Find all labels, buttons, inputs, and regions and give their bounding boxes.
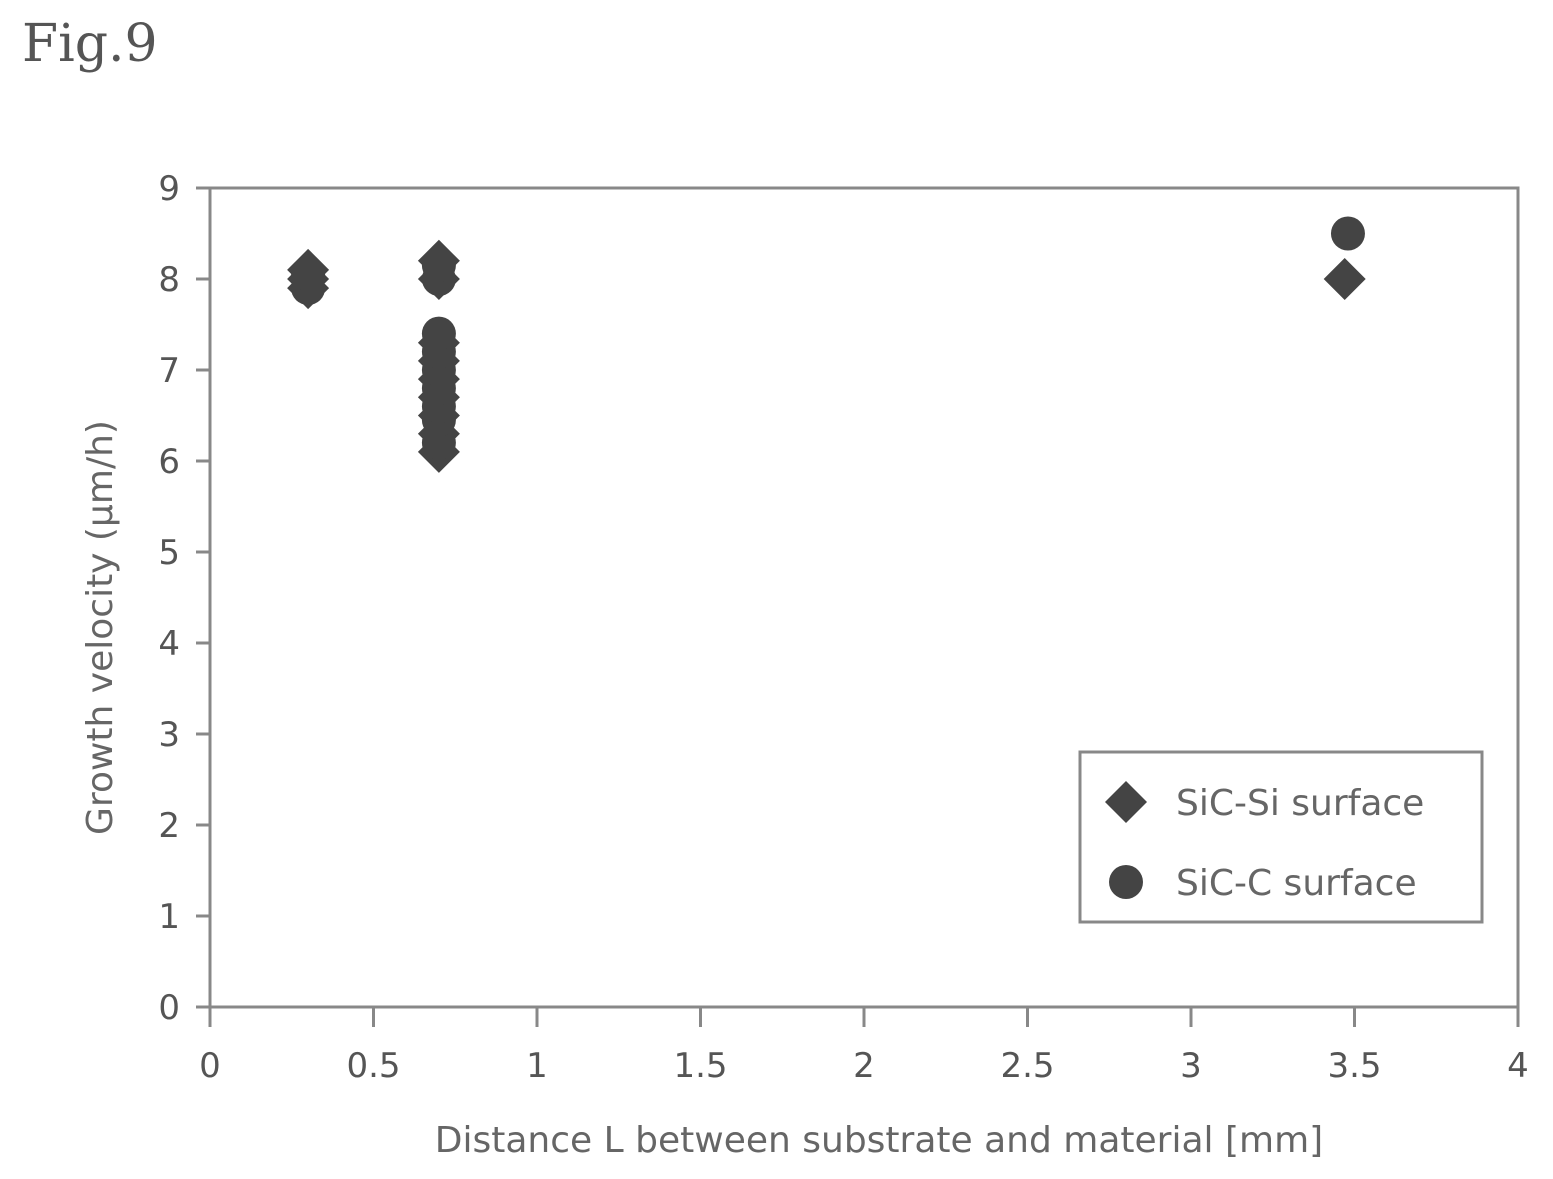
y-tick-label: 5 (158, 533, 180, 573)
y-axis: 0 1 2 3 4 5 6 7 8 9 (158, 169, 210, 1028)
x-tick-label: 2 (853, 1046, 875, 1086)
y-tick-label: 8 (158, 260, 180, 300)
legend-marker (1105, 781, 1147, 823)
figure-label: Fig.9 (22, 14, 158, 74)
legend: SiC-Si surface SiC-C surface (1078, 750, 1484, 924)
sic-c-point (291, 257, 326, 292)
legend-label: SiC-Si surface (1176, 783, 1424, 824)
legend-label: SiC-C surface (1176, 863, 1417, 904)
data-points (287, 216, 1366, 473)
x-tick-label: 2.5 (1000, 1046, 1054, 1086)
x-tick-label: 0 (199, 1046, 221, 1086)
x-axis: 0 0.5 1 1.5 2 2.5 3 3.5 4 (199, 1007, 1529, 1086)
x-tick-label: 0.5 (346, 1046, 400, 1086)
y-tick-label: 7 (158, 351, 180, 391)
sic-c-point (421, 316, 456, 351)
x-tick-label: 3 (1180, 1046, 1202, 1086)
y-tick-label: 3 (158, 715, 180, 755)
y-tick-label: 6 (158, 442, 180, 482)
y-tick-label: 9 (158, 169, 180, 209)
x-tick-label: 1 (526, 1046, 548, 1086)
x-tick-label: 3.5 (1327, 1046, 1381, 1086)
sic-c-point (1330, 216, 1365, 251)
y-tick-label: 4 (158, 624, 180, 664)
x-tick-label: 1.5 (673, 1046, 727, 1086)
sic-si-point (1323, 258, 1366, 300)
sic-c-point (421, 248, 456, 283)
x-axis-title: Distance L between substrate and materia… (435, 1120, 1323, 1161)
x-tick-label: 4 (1507, 1046, 1529, 1086)
y-tick-label: 0 (158, 988, 180, 1028)
y-tick-label: 2 (158, 806, 180, 846)
legend-marker (1109, 865, 1143, 899)
y-axis-title: Growth velocity (μm/h) (80, 420, 121, 835)
legend-box (1078, 750, 1484, 924)
y-tick-label: 1 (158, 897, 180, 937)
